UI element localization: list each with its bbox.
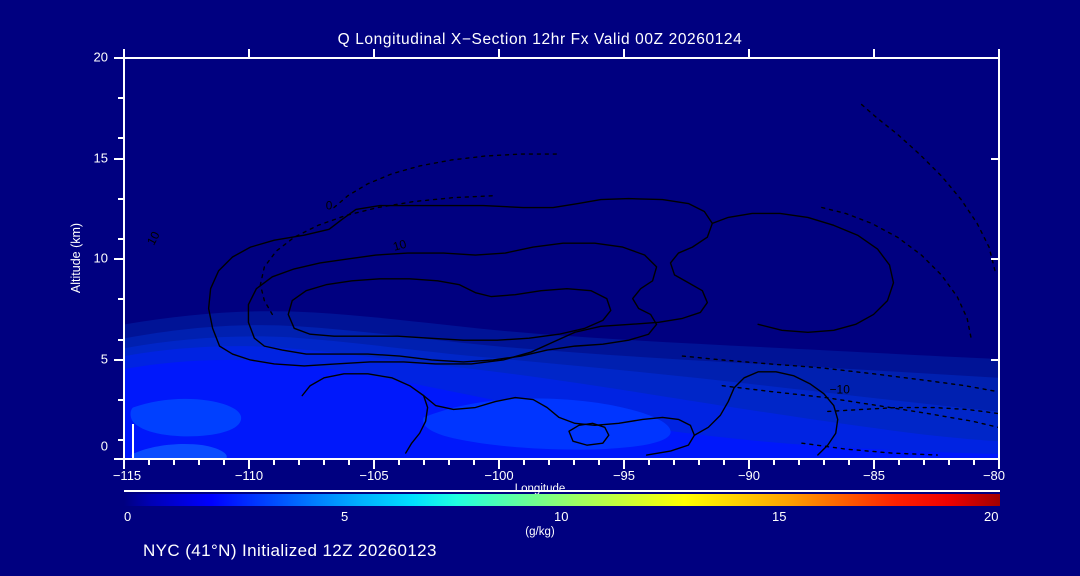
xtick-label--85: −85 bbox=[862, 468, 886, 483]
surface-terrain-marker bbox=[123, 424, 134, 460]
xtick-bottom--105 bbox=[373, 460, 375, 469]
xtick-bottom-minor bbox=[423, 460, 425, 465]
ytick-left-5 bbox=[114, 359, 123, 361]
xtick-bottom-minor bbox=[523, 460, 525, 465]
xtick-bottom-minor bbox=[473, 460, 475, 465]
colorbar-gradient bbox=[124, 494, 1000, 506]
xtick-top--100 bbox=[498, 49, 500, 58]
humidity-shaded-field bbox=[125, 59, 998, 458]
xtick-top--110 bbox=[248, 49, 250, 58]
ytick-left-20 bbox=[114, 57, 123, 59]
xtick-bottom--80 bbox=[998, 460, 1000, 469]
xtick-bottom-minor bbox=[823, 460, 825, 465]
ytick-label-20: 20 bbox=[93, 49, 108, 65]
xtick-bottom-minor bbox=[648, 460, 650, 465]
xtick-bottom--90 bbox=[748, 460, 750, 469]
colorbar-tick-5: 5 bbox=[341, 509, 349, 524]
ytick-left-minor bbox=[118, 238, 123, 240]
ytick-right-20 bbox=[991, 57, 1000, 59]
ytick-right-10 bbox=[991, 258, 1000, 260]
figure-footer: NYC (41°N) Initialized 12Z 20260123 bbox=[143, 541, 437, 560]
xtick-bottom-minor bbox=[573, 460, 575, 465]
xtick-bottom-minor bbox=[698, 460, 700, 465]
xtick-label--105: −105 bbox=[359, 468, 389, 483]
xtick-top--80 bbox=[998, 49, 1000, 58]
xtick-top--115 bbox=[123, 49, 125, 58]
y-axis-title: Altitude (km) bbox=[69, 222, 83, 294]
chart-title: Q Longitudinal X−Section 12hr Fx Valid 0… bbox=[337, 31, 743, 48]
xtick-top--105 bbox=[373, 49, 375, 58]
ytick-right-0 bbox=[991, 458, 1000, 460]
ytick-left-minor bbox=[118, 439, 123, 441]
xtick-bottom--115 bbox=[123, 460, 125, 469]
xtick-bottom-minor bbox=[548, 460, 550, 465]
ytick-left-minor bbox=[118, 339, 123, 341]
contour-label-neg10-east: −10 bbox=[830, 383, 851, 397]
ytick-left-15 bbox=[114, 158, 123, 160]
colorbar-unit-label: (g/kg) bbox=[525, 526, 555, 538]
xtick-bottom-minor bbox=[898, 460, 900, 465]
colorbar-tick-10: 10 bbox=[554, 509, 569, 524]
xtick-bottom-minor bbox=[673, 460, 675, 465]
contour-label-0-upper: 0 bbox=[326, 199, 333, 213]
xtick-label--100: −100 bbox=[484, 468, 514, 483]
xtick-bottom--95 bbox=[623, 460, 625, 469]
ytick-left-minor bbox=[118, 298, 123, 300]
ytick-label-15: 15 bbox=[93, 150, 108, 166]
ytick-left-10 bbox=[114, 258, 123, 260]
contour-label-10-west: 10 bbox=[144, 229, 163, 248]
xtick-bottom-minor bbox=[223, 460, 225, 465]
xtick-bottom-minor bbox=[298, 460, 300, 465]
xtick-bottom--110 bbox=[248, 460, 250, 469]
xtick-top--95 bbox=[623, 49, 625, 58]
xtick-top--85 bbox=[873, 49, 875, 58]
xtick-label--90: −90 bbox=[737, 468, 761, 483]
colorbar bbox=[124, 492, 1000, 506]
colorbar-tick-20: 20 bbox=[984, 509, 999, 524]
xtick-label--95: −95 bbox=[612, 468, 636, 483]
x-axis-title: Longitude bbox=[514, 483, 566, 495]
contour-label-10-center: 10 bbox=[391, 237, 408, 254]
xtick-bottom-minor bbox=[848, 460, 850, 465]
xtick-label--80: −80 bbox=[982, 468, 1006, 483]
colorbar-tick-15: 15 bbox=[772, 509, 787, 524]
xtick-bottom-minor bbox=[173, 460, 175, 465]
xtick-label--115: −115 bbox=[112, 468, 142, 483]
xtick-label--110: −110 bbox=[234, 468, 264, 483]
ytick-left-minor bbox=[118, 137, 123, 139]
xtick-bottom-minor bbox=[148, 460, 150, 465]
ytick-right-5 bbox=[991, 359, 1000, 361]
xtick-bottom-minor bbox=[598, 460, 600, 465]
xtick-bottom-minor bbox=[923, 460, 925, 465]
xtick-top--90 bbox=[748, 49, 750, 58]
xtick-bottom--100 bbox=[498, 460, 500, 469]
ytick-label-5: 5 bbox=[100, 351, 108, 367]
xtick-bottom-minor bbox=[448, 460, 450, 465]
colorbar-top-rule bbox=[124, 490, 1000, 492]
xtick-bottom-minor bbox=[198, 460, 200, 465]
xtick-bottom-minor bbox=[973, 460, 975, 465]
xtick-bottom-minor bbox=[723, 460, 725, 465]
xtick-bottom-minor bbox=[948, 460, 950, 465]
xtick-bottom-minor bbox=[398, 460, 400, 465]
xtick-bottom-minor bbox=[798, 460, 800, 465]
ytick-left-minor bbox=[118, 198, 123, 200]
xtick-bottom--85 bbox=[873, 460, 875, 469]
temperature-contour-overlay: 10 0 10 −10 bbox=[144, 103, 998, 456]
ytick-label-10: 10 bbox=[93, 250, 108, 266]
xtick-bottom-minor bbox=[273, 460, 275, 465]
colorbar-tick-0: 0 bbox=[124, 509, 132, 524]
ytick-right-15 bbox=[991, 158, 1000, 160]
plot-area: 10 0 10 −10 bbox=[123, 57, 1000, 460]
ytick-left-minor bbox=[118, 399, 123, 401]
xtick-bottom-minor bbox=[348, 460, 350, 465]
xtick-bottom-minor bbox=[323, 460, 325, 465]
ytick-label-0: 0 bbox=[100, 438, 108, 454]
ytick-left-minor bbox=[118, 97, 123, 99]
xtick-bottom-minor bbox=[773, 460, 775, 465]
ytick-left-0 bbox=[114, 458, 123, 460]
